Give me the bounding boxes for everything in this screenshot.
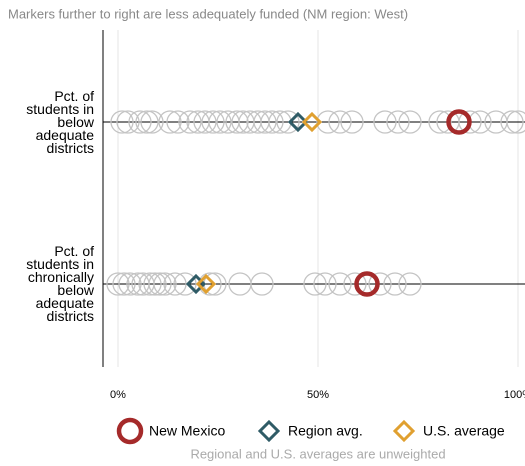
row-label: Pct. of students in below adequate distr… — [26, 87, 94, 156]
state-marker — [178, 110, 202, 134]
state-marker — [340, 110, 364, 134]
state-marker — [135, 110, 159, 134]
state-marker — [148, 272, 172, 296]
state-marker — [316, 110, 340, 134]
state-marker — [386, 110, 410, 134]
state-marker — [118, 272, 142, 296]
state-marker — [398, 272, 422, 296]
legend-label: New Mexico — [149, 423, 225, 439]
avg-marker — [195, 273, 217, 295]
state-marker — [138, 272, 162, 296]
state-marker — [328, 110, 352, 134]
x-tick-label: 50% — [307, 389, 329, 401]
state-marker — [116, 110, 140, 134]
state-marker — [106, 272, 130, 296]
state-marker — [253, 110, 277, 134]
row-label: Pct. of students in chronically below ad… — [26, 243, 94, 324]
chart-title: Markers further to right are less adequa… — [8, 6, 408, 21]
state-marker — [276, 110, 300, 134]
legend-label: U.S. average — [423, 423, 505, 439]
state-marker — [110, 110, 134, 134]
state-marker — [328, 272, 352, 296]
legend-swatch — [257, 419, 281, 443]
state-marker — [373, 110, 397, 134]
x-tick-label: 100% — [504, 389, 525, 401]
legend-label: Region avg. — [288, 423, 363, 439]
note: Regional and U.S. averages are unweighte… — [190, 446, 445, 461]
state-marker — [128, 110, 152, 134]
state-marker — [208, 110, 232, 134]
state-marker — [166, 110, 190, 134]
state-marker — [225, 110, 249, 134]
state-marker — [383, 272, 407, 296]
state-marker — [158, 110, 182, 134]
state-marker — [112, 272, 136, 296]
state-marker — [303, 272, 327, 296]
state-marker — [260, 110, 284, 134]
avg-marker — [287, 111, 309, 133]
x-tick-label: 0% — [110, 389, 126, 401]
state-marker — [458, 110, 482, 134]
state-marker — [500, 110, 524, 134]
legend-swatch — [392, 419, 416, 443]
state-marker — [313, 272, 337, 296]
legend-swatch — [116, 417, 144, 445]
state-marker — [143, 272, 167, 296]
state-marker — [250, 272, 274, 296]
state-marker — [398, 110, 422, 134]
state-marker — [201, 110, 225, 134]
state-marker — [343, 272, 367, 296]
state-marker — [153, 272, 177, 296]
nm-marker — [354, 271, 380, 297]
state-marker — [193, 110, 217, 134]
nm-marker — [446, 109, 472, 135]
state-marker — [506, 110, 525, 134]
state-marker — [140, 110, 164, 134]
state-marker — [368, 272, 392, 296]
avg-marker — [301, 111, 323, 133]
state-marker — [428, 110, 452, 134]
